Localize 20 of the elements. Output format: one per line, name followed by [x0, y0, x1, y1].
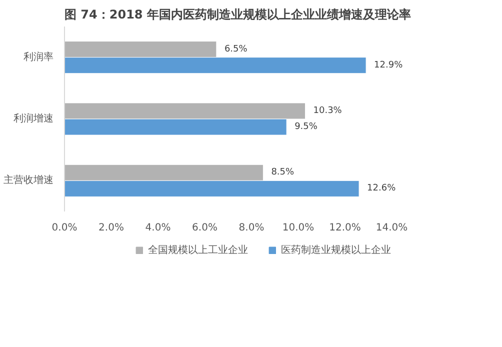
x-tick-label: 4.0% — [145, 222, 171, 234]
data-label: 12.9% — [374, 60, 404, 70]
x-tick-label: 6.0% — [192, 222, 218, 234]
data-label: 8.5% — [271, 168, 295, 178]
data-label: 12.6% — [367, 184, 396, 194]
x-tick-label: 8.0% — [238, 222, 264, 234]
x-tick-label: 0.0% — [52, 222, 78, 234]
legend-label: 医药制造业规模以上企业 — [281, 244, 391, 257]
y-tick-label: 利润率 — [24, 50, 54, 63]
x-tick-label: 10.0% — [282, 222, 314, 234]
x-tick-label: 14.0% — [376, 222, 408, 234]
data-label: 9.5% — [294, 122, 318, 132]
y-tick-label: 主营收增速 — [4, 174, 54, 186]
data-label: 10.3% — [313, 106, 342, 116]
legend-label: 全国规模以上工业企业 — [148, 244, 248, 257]
x-tick-label: 12.0% — [329, 222, 361, 234]
chart-title: 图 74：2018 年国内医药制造业规模以上企业业绩增速及理论率 — [64, 8, 411, 22]
x-tick-label: 2.0% — [98, 222, 124, 234]
y-tick-label: 利润增速 — [14, 112, 54, 124]
data-label: 6.5% — [224, 44, 248, 54]
